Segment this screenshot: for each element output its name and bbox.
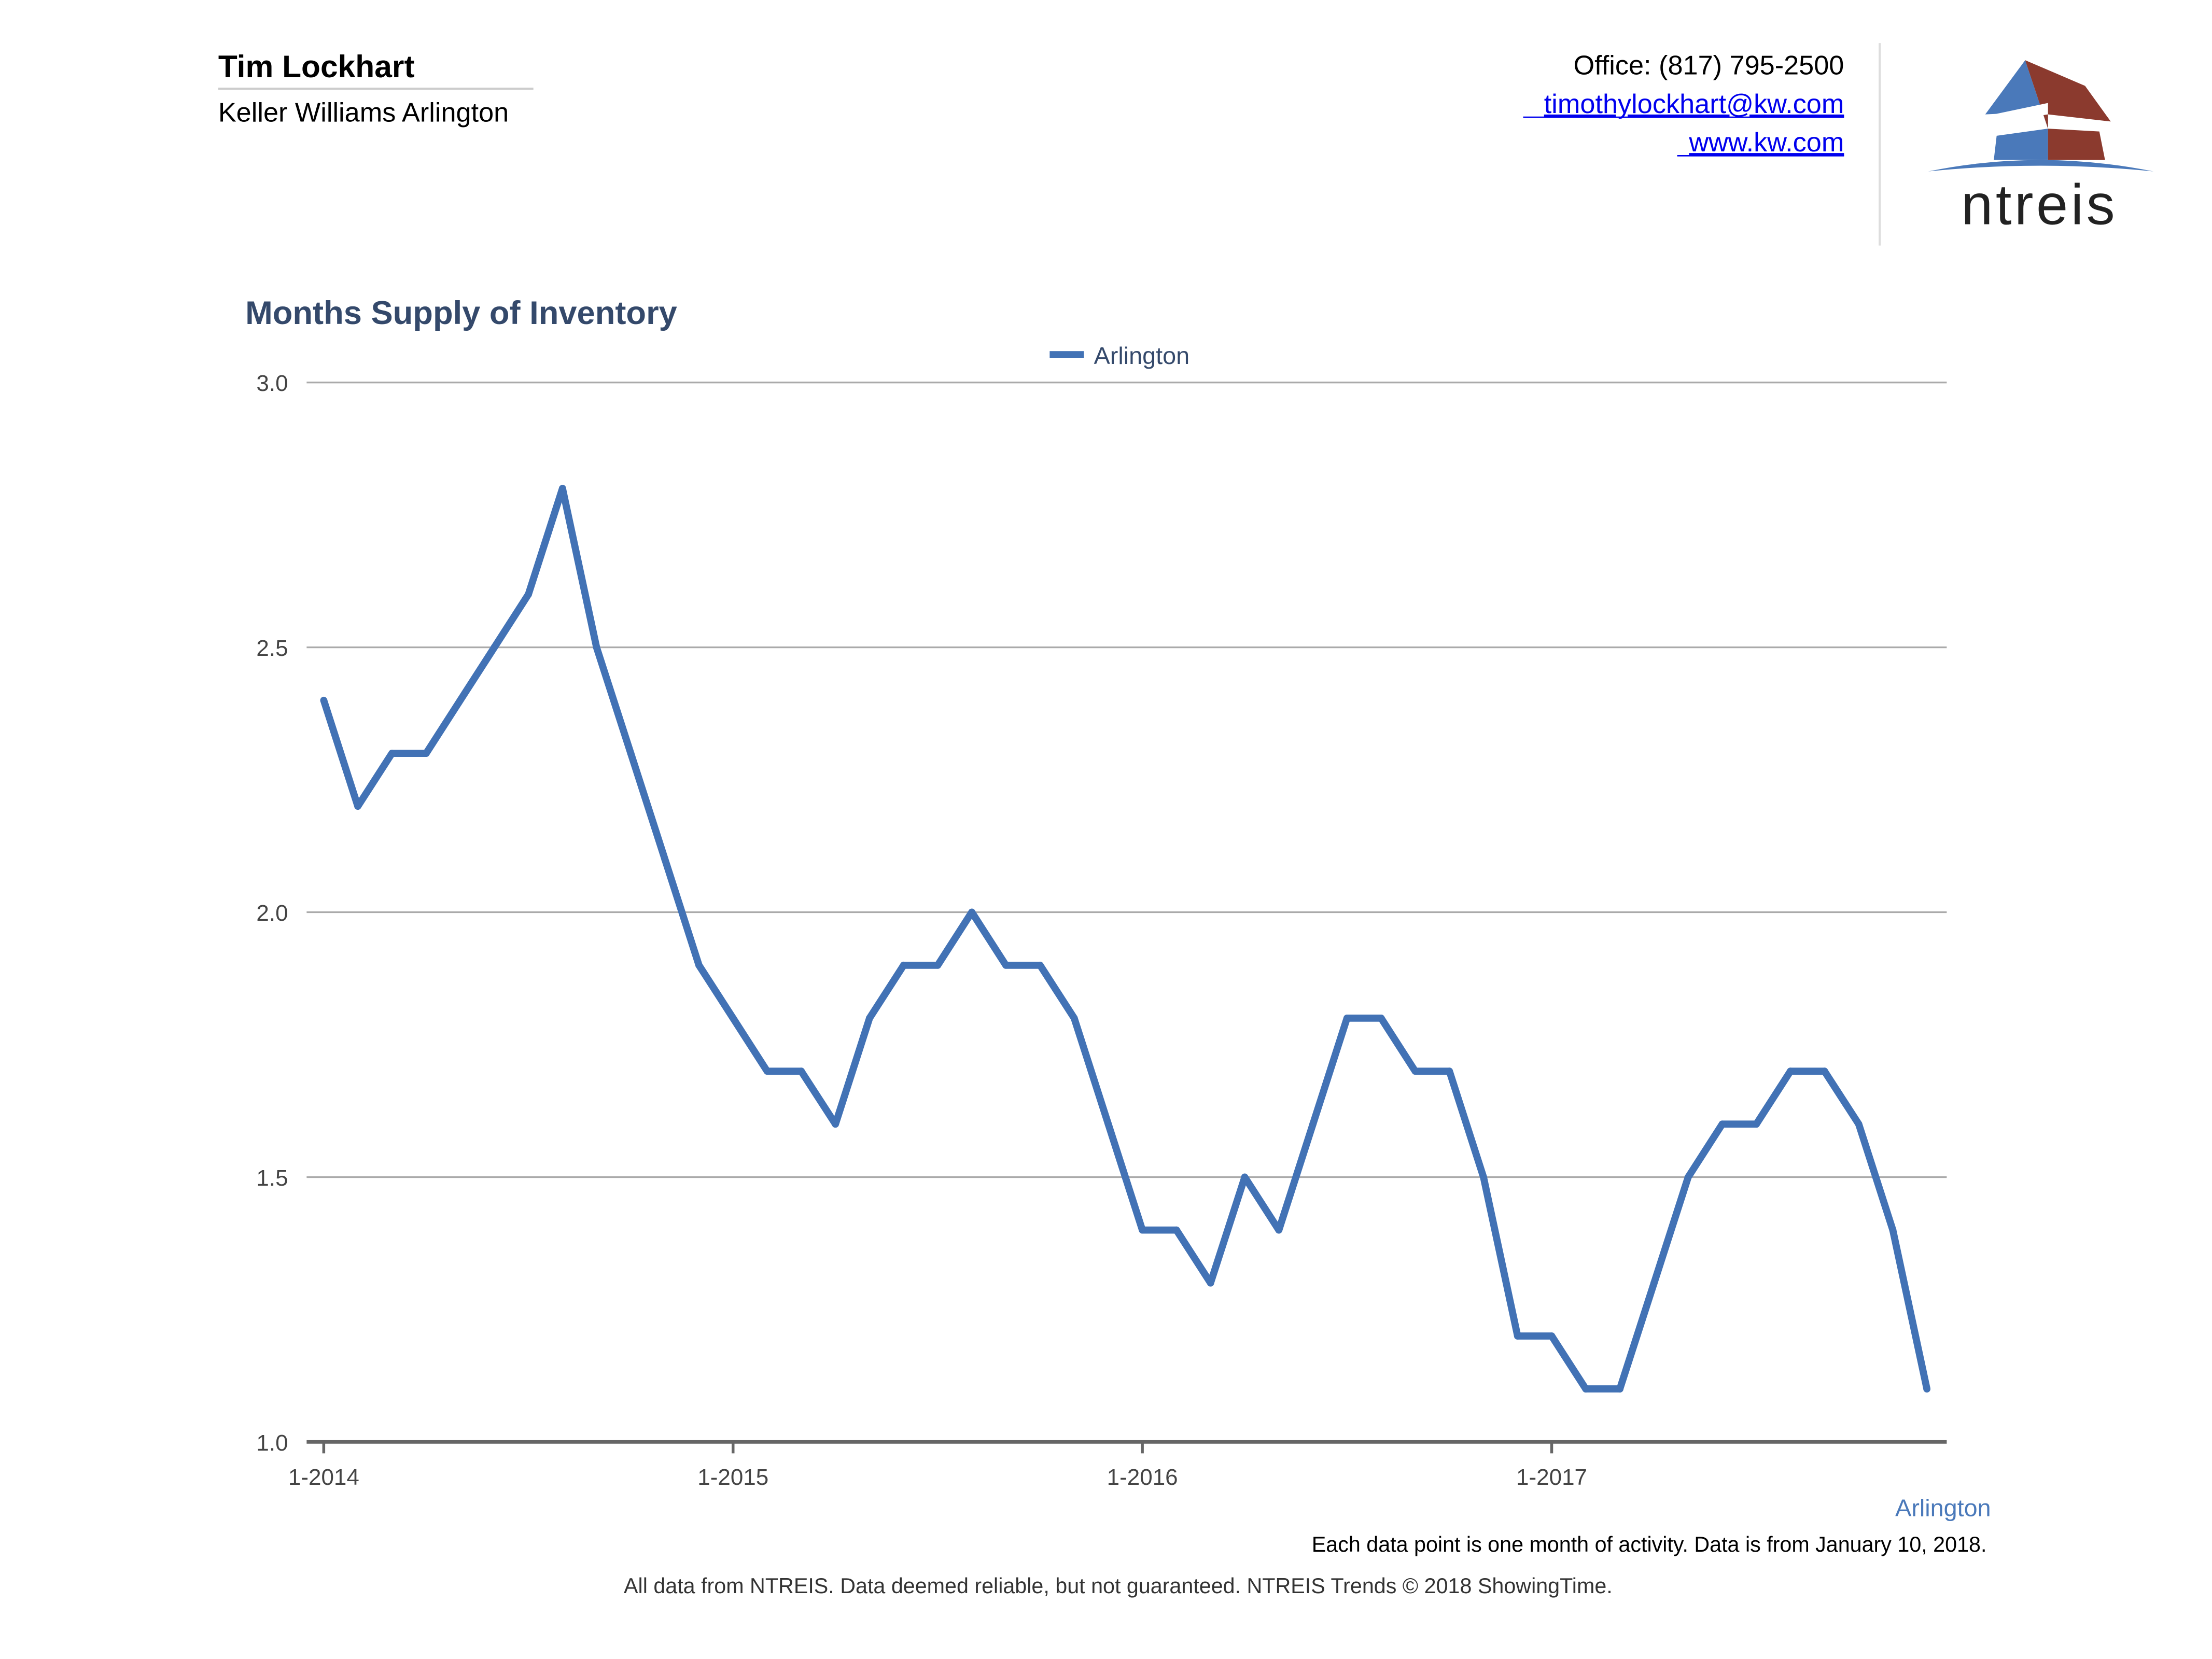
data-point xyxy=(729,1015,737,1022)
data-point xyxy=(525,591,532,598)
data-point xyxy=(1616,1385,1623,1393)
data-point xyxy=(1753,1120,1760,1128)
data-point xyxy=(1923,1385,1931,1393)
data-point xyxy=(1548,1332,1556,1340)
data-point xyxy=(1070,1015,1078,1022)
data-point xyxy=(1889,1226,1897,1234)
data-point xyxy=(695,961,703,969)
legend-swatch xyxy=(1049,351,1084,358)
series-line-arlington xyxy=(320,485,1930,1393)
data-point xyxy=(388,750,396,757)
data-point xyxy=(1036,961,1044,969)
series-end-label: Arlington xyxy=(1895,1494,1991,1521)
data-point xyxy=(1480,1173,1487,1181)
brokerage-name: Keller Williams Arlington xyxy=(218,97,509,128)
x-tick-label: 1-2017 xyxy=(1516,1465,1587,1490)
data-point xyxy=(900,961,907,969)
legend-label: Arlington xyxy=(1094,342,1190,369)
chart-title: Months Supply of Inventory xyxy=(245,295,677,331)
data-point xyxy=(1104,1120,1112,1128)
data-point xyxy=(1241,1173,1249,1181)
data-point xyxy=(1787,1067,1794,1075)
data-point xyxy=(1650,1279,1658,1287)
x-tick-label: 1-2015 xyxy=(697,1465,768,1490)
data-point xyxy=(866,1015,873,1022)
data-point xyxy=(797,1067,805,1075)
data-point xyxy=(1343,1015,1351,1022)
data-point xyxy=(1309,1120,1317,1128)
email-link[interactable]: timothylockhart@kw.com xyxy=(1544,89,1844,119)
website-link[interactable]: www.kw.com xyxy=(1688,128,1844,158)
data-point xyxy=(1411,1067,1419,1075)
data-point xyxy=(1855,1120,1863,1128)
disclaimer: All data from NTREIS. Data deemed reliab… xyxy=(624,1574,1613,1598)
data-point xyxy=(456,696,464,704)
data-point xyxy=(1275,1226,1283,1234)
y-tick-label: 1.0 xyxy=(256,1430,288,1456)
data-point xyxy=(934,961,942,969)
data-point xyxy=(593,643,600,651)
data-point xyxy=(1718,1120,1726,1128)
data-point xyxy=(1514,1332,1521,1340)
data-point xyxy=(627,750,635,757)
data-note: Each data point is one month of activity… xyxy=(1312,1533,1987,1556)
logo-text: ntreis xyxy=(1961,173,2118,236)
y-tick-label: 1.5 xyxy=(256,1165,288,1191)
office-phone: Office: (817) 795-2500 xyxy=(1574,51,1844,81)
y-tick-label: 2.0 xyxy=(256,901,288,926)
data-point xyxy=(832,1120,839,1128)
ntreis-logo: ntreis xyxy=(1928,60,2154,236)
data-point xyxy=(491,643,498,651)
data-point xyxy=(1173,1226,1180,1234)
data-point xyxy=(1139,1226,1146,1234)
data-point xyxy=(1821,1067,1828,1075)
data-point xyxy=(968,908,976,916)
data-point xyxy=(763,1067,771,1075)
data-point xyxy=(1582,1385,1590,1393)
data-point xyxy=(1446,1067,1453,1075)
y-tick-label: 2.5 xyxy=(256,636,288,661)
x-tick-label: 1-2014 xyxy=(288,1465,359,1490)
data-point xyxy=(354,803,362,810)
data-point xyxy=(1002,961,1010,969)
agent-name: Tim Lockhart xyxy=(218,49,415,84)
data-point xyxy=(1207,1279,1214,1287)
data-point xyxy=(320,696,328,704)
legend: Arlington xyxy=(1049,342,1189,369)
data-point xyxy=(1377,1015,1385,1022)
y-tick-label: 3.0 xyxy=(256,371,288,396)
data-point xyxy=(422,750,430,757)
data-point xyxy=(1684,1173,1692,1181)
data-point xyxy=(558,485,566,492)
data-point xyxy=(661,855,669,863)
x-tick-label: 1-2016 xyxy=(1107,1465,1178,1490)
